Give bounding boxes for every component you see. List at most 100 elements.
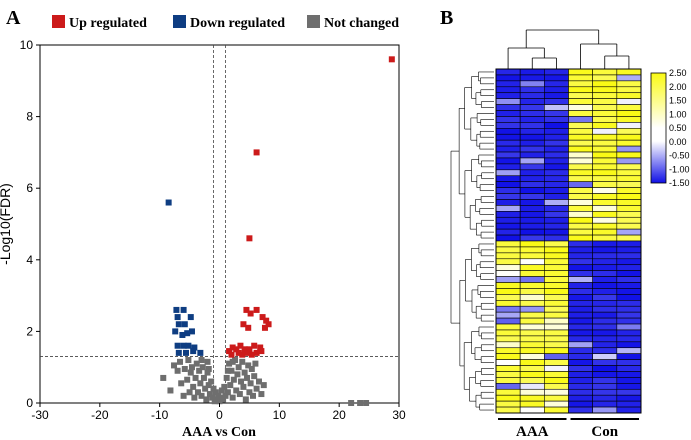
- heatmap-cell: [616, 264, 642, 271]
- heatmap-cell: [544, 163, 569, 171]
- heatmap-cell: [616, 365, 642, 372]
- heatmap-cell: [495, 294, 521, 301]
- data-point: [190, 383, 197, 390]
- data-point: [180, 306, 187, 313]
- heatmap-cell: [616, 234, 642, 242]
- heatmap-cell: [592, 228, 618, 236]
- heatmap-cell: [616, 211, 642, 218]
- data-point: [179, 331, 186, 338]
- data-point: [212, 389, 219, 396]
- volcano-points: [160, 56, 395, 406]
- data-point: [259, 314, 266, 321]
- panel-label-b: B: [440, 7, 453, 29]
- heatmap-cell: [568, 394, 593, 402]
- y-tick-label: 0: [26, 396, 33, 410]
- heatmap-cell: [495, 110, 521, 117]
- heatmap-cell: [544, 92, 569, 99]
- data-point: [357, 400, 364, 406]
- column-dendrogram: [507, 29, 630, 69]
- heatmap-cell: [616, 116, 642, 123]
- heatmap-cell: [544, 216, 569, 224]
- heatmap-cell: [568, 371, 593, 378]
- legend-label: Not changed: [324, 16, 399, 31]
- heatmap-cell: [519, 181, 545, 188]
- heatmap-cell: [592, 86, 618, 94]
- data-point: [172, 328, 179, 335]
- data-point: [223, 374, 230, 381]
- data-point: [253, 149, 260, 156]
- heatmap-cell: [616, 329, 642, 337]
- heatmap-cell: [592, 383, 618, 390]
- heatmap-cell: [544, 377, 569, 384]
- heatmap-cell: [568, 317, 593, 325]
- heatmap-cell: [544, 406, 569, 414]
- heatmap-cell: [544, 86, 569, 94]
- heatmap-cell: [616, 305, 642, 313]
- heatmap-cell: [519, 92, 545, 99]
- heatmap-cell: [592, 246, 618, 254]
- data-point: [198, 392, 205, 399]
- heatmap-cell: [544, 383, 569, 390]
- heatmap-cell: [519, 74, 545, 82]
- heatmap-cell: [592, 122, 618, 129]
- heatmap-cell: [616, 80, 642, 88]
- heatmap-cell: [616, 323, 642, 331]
- data-point: [252, 360, 259, 367]
- heatmap-cell: [544, 300, 569, 307]
- heatmap-cell: [616, 222, 642, 230]
- heatmap-cell: [495, 288, 521, 295]
- heatmap-cell: [616, 353, 642, 360]
- panel-label-a: A: [6, 7, 21, 29]
- heatmap-cell: [616, 317, 642, 325]
- heatmap-cell: [616, 216, 642, 224]
- heatmap-cell: [544, 145, 569, 153]
- heatmap-cell: [544, 288, 569, 295]
- data-point: [255, 378, 262, 385]
- heatmap-cell: [495, 145, 521, 153]
- heatmap-cell: [544, 347, 569, 354]
- heatmap-cell: [495, 68, 521, 76]
- data-point: [216, 398, 223, 405]
- legend-label: Down regulated: [190, 16, 285, 31]
- data-point: [160, 374, 167, 381]
- heatmap-panel: B 2.50 2.00 1.50 1.00 0.50 0.00 -0.50 -1.00 -1.5…: [440, 7, 690, 440]
- heatmap-cell: [616, 383, 642, 390]
- data-point: [248, 365, 255, 372]
- data-point: [363, 400, 370, 406]
- heatmap-cell: [592, 323, 618, 331]
- heatmap-cell: [592, 199, 618, 206]
- heatmap-cell: [616, 300, 642, 307]
- x-tick-label: 30: [392, 408, 406, 422]
- heatmap-cell: [592, 406, 618, 414]
- heatmap-cell: [544, 128, 569, 135]
- heatmap-cell: [568, 193, 593, 200]
- data-point: [238, 378, 245, 385]
- data-point: [227, 382, 234, 389]
- x-tick-label: -10: [151, 408, 169, 422]
- heatmap-cell: [568, 228, 593, 236]
- data-point: [235, 364, 242, 371]
- data-point: [246, 346, 253, 353]
- heatmap-cell: [592, 68, 618, 76]
- heatmap-cell: [592, 371, 618, 378]
- heatmap-cell: [519, 323, 545, 331]
- heatmap-cell: [568, 305, 593, 313]
- heatmap-cell: [544, 110, 569, 117]
- heatmap-cell: [544, 187, 569, 194]
- heatmap-cell: [592, 400, 618, 408]
- heatmap-cell: [616, 335, 642, 343]
- data-point: [245, 362, 252, 369]
- heatmap-cell: [616, 86, 642, 94]
- heatmap-cell: [519, 199, 545, 206]
- heatmap-cell: [495, 92, 521, 99]
- data-point: [226, 360, 233, 367]
- data-point: [224, 367, 231, 374]
- threshold-lines: [40, 45, 399, 403]
- y-axis-ticks: 0 2 4 6 8 10: [20, 38, 40, 410]
- heatmap-cell: [519, 294, 545, 301]
- data-point: [229, 344, 236, 351]
- data-point: [241, 369, 248, 376]
- heatmap-cell: [544, 74, 569, 82]
- heatmap-cell: [568, 276, 593, 283]
- heatmap-cell: [544, 264, 569, 271]
